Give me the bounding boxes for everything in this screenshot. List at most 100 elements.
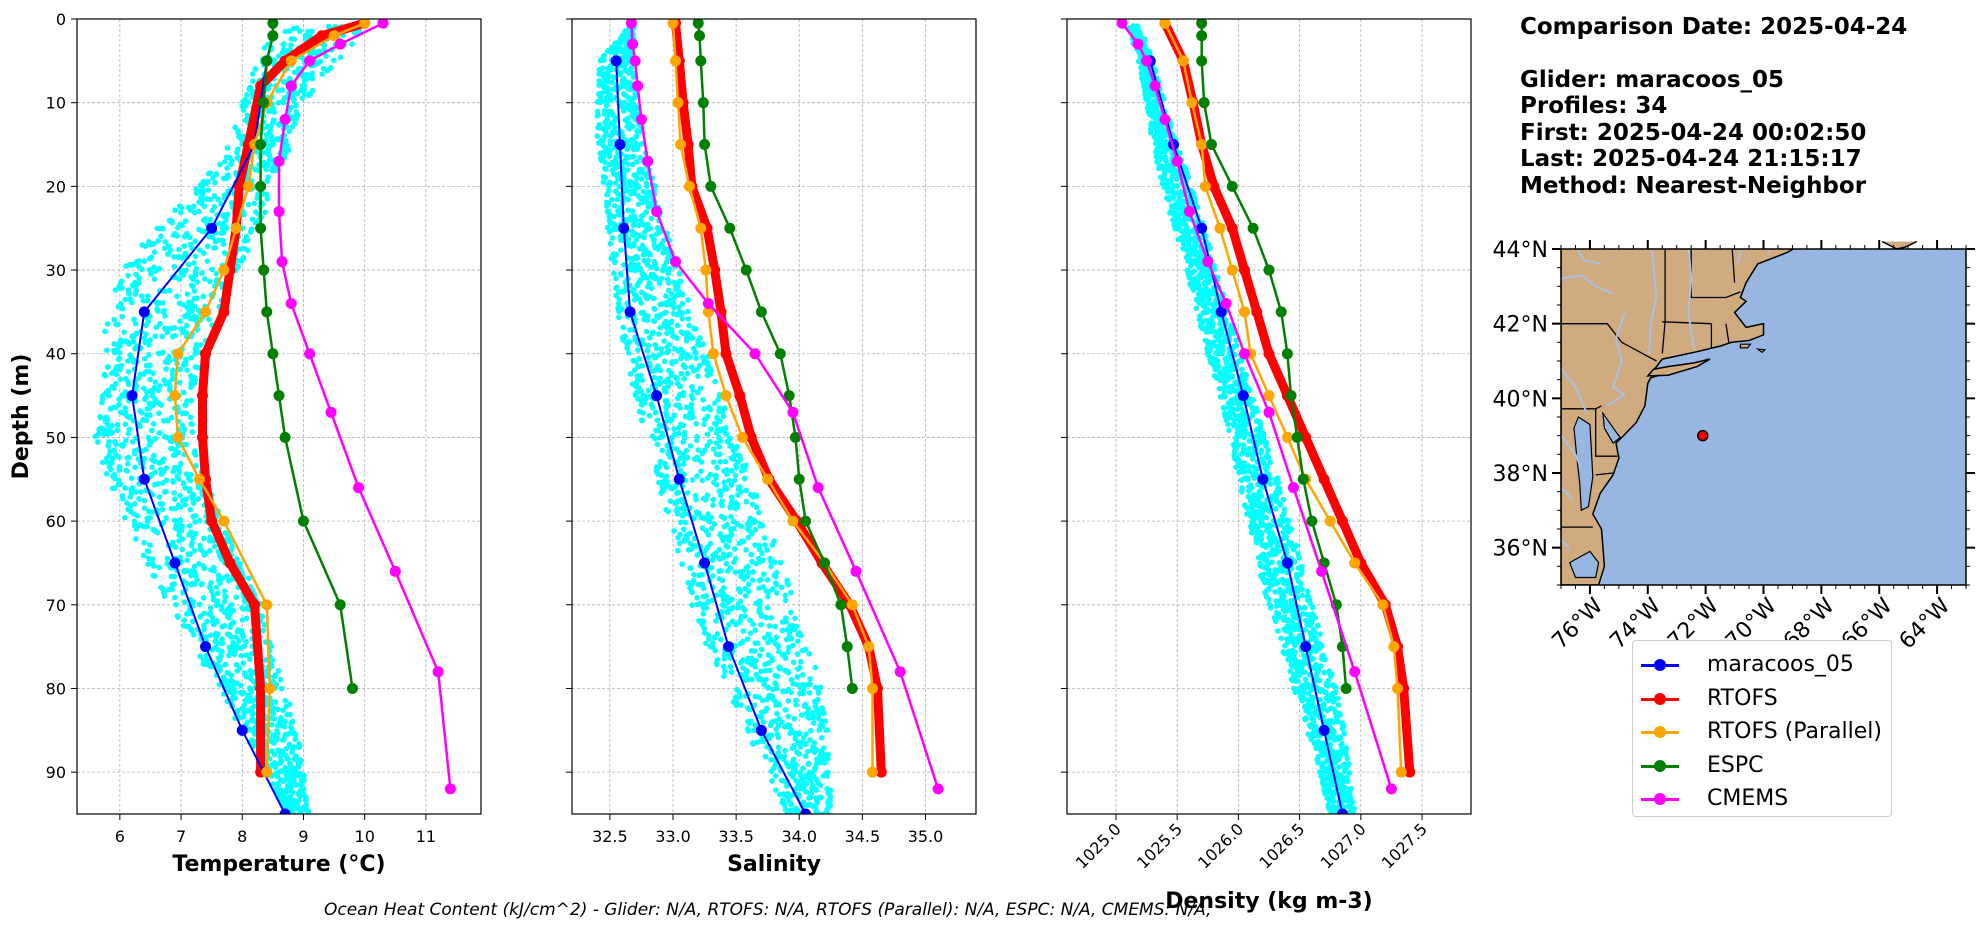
glider-point <box>146 267 153 273</box>
glider-point <box>227 647 234 654</box>
glider-point <box>102 328 108 335</box>
glider-point <box>794 674 801 680</box>
glider-point <box>243 652 250 658</box>
data-point <box>261 306 273 318</box>
glider-point <box>1180 245 1186 252</box>
glider-point <box>231 681 237 688</box>
glider-point <box>654 417 661 424</box>
glider-point <box>180 302 187 308</box>
glider-point <box>788 689 794 696</box>
glider-point <box>740 665 746 671</box>
glider-point <box>811 749 818 755</box>
glider-point <box>763 676 769 683</box>
glider-point <box>264 178 271 184</box>
glider-point <box>200 595 207 601</box>
glider-point <box>816 710 822 717</box>
glider-point <box>701 416 708 423</box>
glider-point <box>282 718 288 725</box>
glider-point <box>710 459 717 466</box>
glider-point <box>170 468 177 475</box>
glider-point <box>737 589 744 595</box>
glider-point <box>719 502 725 509</box>
glider-point <box>716 568 722 575</box>
glider-point <box>279 87 286 93</box>
glider-point <box>727 504 733 511</box>
axes-frame <box>571 18 977 815</box>
glider-point <box>283 731 289 738</box>
glider-point <box>254 149 260 155</box>
glider-point <box>233 594 240 600</box>
glider-point <box>97 414 104 421</box>
glider-point <box>657 375 663 382</box>
glider-point <box>141 505 148 511</box>
data-point <box>169 557 181 569</box>
glider-point <box>684 490 691 496</box>
glider-point <box>1143 95 1149 102</box>
series-rtofs-parallel- <box>667 19 878 778</box>
glider-point <box>748 551 754 558</box>
glider-point <box>1227 384 1234 390</box>
y-tick-label: 0 <box>56 10 66 29</box>
glider-point <box>202 276 208 282</box>
glider-point <box>752 627 759 633</box>
glider-point <box>215 640 222 646</box>
glider-point <box>1185 216 1192 222</box>
glider-point <box>219 624 225 630</box>
glider-point <box>119 392 125 398</box>
glider-point <box>204 258 211 265</box>
glider-point <box>680 439 686 445</box>
glider-point <box>685 579 691 586</box>
data-point <box>745 431 757 443</box>
glider-point <box>171 464 178 471</box>
glider-point <box>598 157 605 164</box>
data-point <box>258 264 270 276</box>
glider-point <box>721 663 727 670</box>
glider-point <box>186 610 192 617</box>
glider-point <box>809 785 815 792</box>
glider-point <box>196 561 202 567</box>
glider-point <box>745 636 751 642</box>
glider-point <box>297 809 303 814</box>
data-point <box>627 38 639 50</box>
glider-point <box>699 477 706 484</box>
glider-point <box>631 297 638 303</box>
glider-point <box>762 542 768 548</box>
glider-point <box>735 604 741 611</box>
glider-point <box>757 652 763 659</box>
glider-point <box>671 295 677 301</box>
glider-point <box>730 446 737 453</box>
glider-point <box>163 515 169 521</box>
glider-point <box>167 438 174 444</box>
glider-point <box>644 174 651 181</box>
glider-point <box>293 116 299 122</box>
glider-point <box>288 744 295 751</box>
data-point <box>255 222 267 234</box>
glider-point <box>117 366 123 373</box>
glider-point <box>746 720 752 727</box>
glider-point <box>147 337 153 343</box>
glider-point <box>131 450 138 457</box>
glider-point <box>130 261 136 268</box>
glider-point <box>271 673 278 680</box>
glider-point <box>685 316 692 322</box>
glider-point <box>181 569 188 575</box>
glider-point <box>773 581 780 588</box>
glider-point <box>143 322 149 329</box>
glider-point <box>193 190 200 197</box>
glider-point <box>715 396 722 403</box>
glider-point <box>627 103 634 109</box>
glider-point <box>203 652 210 659</box>
glider-point <box>625 161 631 167</box>
glider-point <box>654 427 661 434</box>
glider-point <box>201 622 207 629</box>
glider-point <box>208 632 214 638</box>
glider-point <box>118 337 124 343</box>
glider-point <box>603 203 610 209</box>
glider-point <box>264 195 271 202</box>
glider-point <box>162 288 169 295</box>
glider-point <box>281 99 287 106</box>
glider-point <box>1209 307 1216 314</box>
glider-point <box>181 599 188 605</box>
glider-point <box>156 460 162 466</box>
glider-point <box>805 706 812 712</box>
